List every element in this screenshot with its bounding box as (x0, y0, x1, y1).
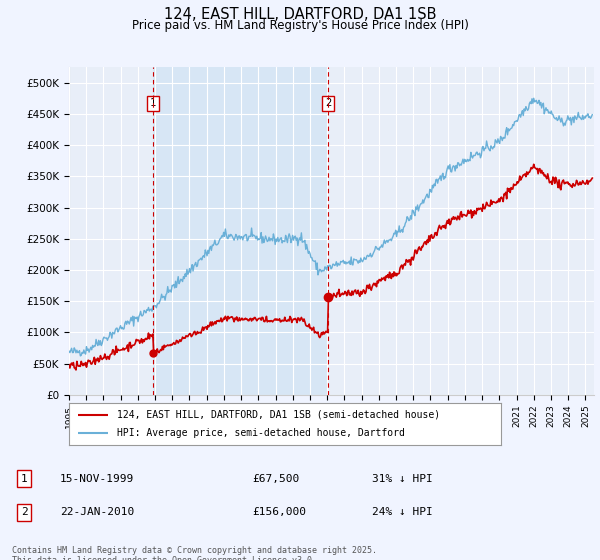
Text: £156,000: £156,000 (252, 507, 306, 517)
Text: 2: 2 (325, 98, 331, 108)
Text: 15-NOV-1999: 15-NOV-1999 (60, 474, 134, 484)
Text: £67,500: £67,500 (252, 474, 299, 484)
Text: 124, EAST HILL, DARTFORD, DA1 1SB (semi-detached house): 124, EAST HILL, DARTFORD, DA1 1SB (semi-… (116, 410, 440, 420)
Text: HPI: Average price, semi-detached house, Dartford: HPI: Average price, semi-detached house,… (116, 428, 404, 438)
Text: 24% ↓ HPI: 24% ↓ HPI (372, 507, 433, 517)
Text: 124, EAST HILL, DARTFORD, DA1 1SB: 124, EAST HILL, DARTFORD, DA1 1SB (164, 7, 436, 22)
Text: 1: 1 (150, 98, 156, 108)
Bar (153, 67, 328, 395)
Text: Contains HM Land Registry data © Crown copyright and database right 2025.
This d: Contains HM Land Registry data © Crown c… (12, 546, 377, 560)
Text: 1: 1 (20, 474, 28, 484)
Text: 22-JAN-2010: 22-JAN-2010 (60, 507, 134, 517)
Text: 2: 2 (20, 507, 28, 517)
Text: Price paid vs. HM Land Registry's House Price Index (HPI): Price paid vs. HM Land Registry's House … (131, 19, 469, 32)
Text: 31% ↓ HPI: 31% ↓ HPI (372, 474, 433, 484)
